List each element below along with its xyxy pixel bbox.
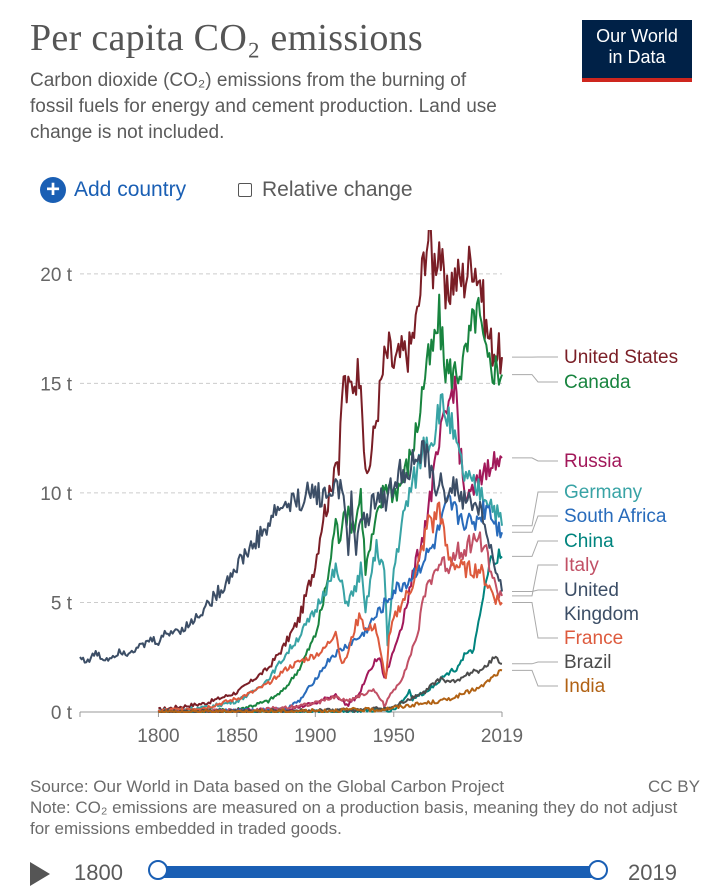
y-tick-label: 0 t [51,703,73,724]
timeline-start-handle[interactable] [148,860,168,880]
checkbox-icon[interactable] [238,183,252,197]
x-tick-label: 1900 [294,726,336,747]
y-tick-label: 20 t [40,265,72,286]
x-tick-label: 1850 [216,726,258,747]
x-tick-label: 2019 [481,726,523,747]
legend-label-germany[interactable]: Germany [564,482,643,503]
legend-connector [512,564,558,597]
series-line-india[interactable] [158,669,503,713]
legend-label-united-kingdom[interactable]: United [564,580,619,601]
legend-label-russia[interactable]: Russia [564,451,623,472]
timeline-track[interactable] [158,866,598,878]
legend-connector [512,515,558,533]
timeline-end-label: 2019 [628,860,677,885]
legend-connector [512,540,558,557]
legend-connector [512,661,558,665]
chart-title: Per capita CO₂ emissions [30,17,424,59]
chart-footer: Source: Our World in Data based on the G… [30,776,700,839]
relative-change-label: Relative change [262,178,413,201]
license-link[interactable]: CC BY [648,777,700,796]
relative-change-toggle[interactable]: Relative change [238,176,413,204]
play-icon[interactable] [30,862,50,886]
legend-label-south-africa[interactable]: South Africa [564,506,667,527]
plus-icon: + [40,177,66,203]
series-line-germany[interactable] [158,393,503,713]
timeline-end-handle[interactable] [588,860,608,880]
add-country-button[interactable]: + Add country [40,176,186,204]
legend-connector [512,457,558,462]
legend-label-brazil[interactable]: Brazil [564,652,612,673]
y-tick-label: 10 t [40,484,72,505]
source-text: Source: Our World in Data based on the G… [30,777,505,796]
series-line-france[interactable] [157,501,503,713]
legend-label-china[interactable]: China [564,531,614,552]
legend-connector [512,589,558,592]
legend-connector [512,669,558,687]
x-tick-label: 1800 [137,726,179,747]
note-text: Note: CO₂ emissions are measured on a pr… [30,798,678,838]
y-tick-label: 15 t [40,374,72,395]
legend-label-india[interactable]: India [564,676,606,697]
y-tick-label: 5 t [51,593,73,614]
legend-connector [512,602,558,639]
legend-label-united-kingdom[interactable]: Kingdom [564,604,639,625]
series-line-china[interactable] [158,548,503,713]
line-chart: 0 t 5 t 10 t 15 t 20 t 1800 1850 1900 1950 2019 Un… [40,230,678,747]
legend-connector [512,491,558,527]
logo-line-1: Our World [596,26,678,46]
timeline-start-label: 1800 [74,860,123,885]
series-line-united-kingdom[interactable] [79,439,503,664]
legend-connector [512,374,558,383]
legend-label-united-states[interactable]: United States [564,347,678,368]
timeline: 1800 2019 [0,852,718,892]
legend-label-france[interactable]: France [564,628,623,649]
legend-label-italy[interactable]: Italy [564,555,599,576]
add-country-label: Add country [74,178,187,201]
owid-logo[interactable]: Our World in Data [582,20,692,82]
legend-label-canada[interactable]: Canada [564,372,631,393]
logo-line-2: in Data [608,47,666,67]
x-tick-label: 1950 [373,726,415,747]
chart-subtitle: Carbon dioxide (CO₂) emissions from the … [30,70,497,143]
series-line-united-states[interactable] [158,230,503,713]
